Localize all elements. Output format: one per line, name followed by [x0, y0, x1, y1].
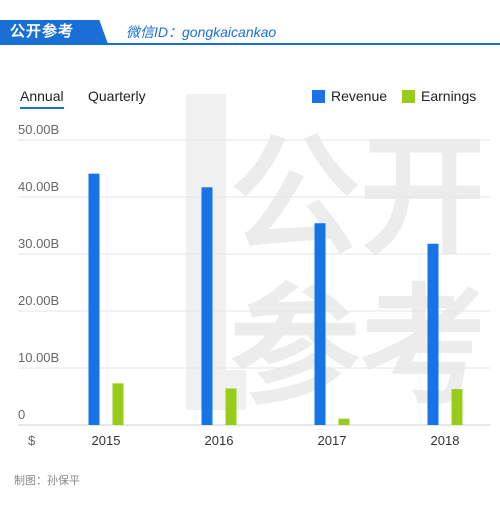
revenue-bar: [314, 223, 326, 425]
x-tick-label: 2016: [205, 433, 234, 448]
x-tick-label: 2015: [92, 433, 121, 448]
y-tick-label: 10.00B: [18, 350, 59, 365]
legend-revenue-label: Revenue: [331, 88, 388, 104]
earnings-bar: [338, 418, 350, 425]
legend-revenue: Revenue: [312, 88, 387, 104]
legend-earnings-label: Earnings: [421, 88, 477, 104]
tab-annual[interactable]: Annual: [20, 88, 64, 109]
wechat-id: 微信ID：gongkaicankao: [126, 24, 277, 40]
y-tick-label: 40.00B: [18, 179, 59, 194]
x-tick-label: 2018: [431, 433, 460, 448]
earnings-swatch: [402, 89, 415, 103]
revenue-bar: [88, 173, 100, 425]
y-tick-label: 0: [18, 407, 25, 422]
earnings-bar: [225, 388, 237, 425]
earnings-bar: [451, 389, 463, 425]
revenue-swatch: [312, 89, 325, 103]
chart-credit: 制图：孙保平: [14, 475, 80, 487]
revenue-bar: [427, 243, 439, 425]
y-tick-label: 20.00B: [18, 293, 59, 308]
bar-chart: 0 10.00B 20.00B 30.00B 40.00B 50.00B $ 2015 2016…: [18, 122, 490, 448]
legend-earnings: Earnings: [402, 88, 476, 104]
header-bar: 公开参考 微信ID：gongkaicankao: [0, 0, 500, 45]
earnings-bar: [112, 383, 124, 425]
x-tick-label: 2017: [318, 433, 347, 448]
brand-tag: 公开参考: [0, 20, 108, 44]
tab-quarterly[interactable]: Quarterly: [88, 88, 146, 104]
revenue-bar: [201, 187, 213, 425]
header-divider: [0, 43, 500, 45]
y-tick-label: 50.00B: [18, 122, 59, 137]
unit-label: $: [28, 433, 36, 448]
y-tick-label: 30.00B: [18, 236, 59, 251]
